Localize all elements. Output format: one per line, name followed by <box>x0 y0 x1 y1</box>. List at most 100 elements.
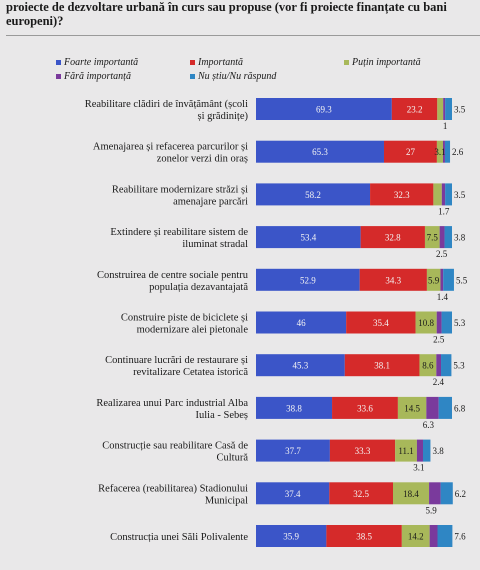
data-label: 38.5 <box>356 532 372 542</box>
category-label: Amenajarea și refacerea parcurilor și zon… <box>93 142 248 165</box>
data-label: 3.8 <box>454 233 466 243</box>
data-label: 5.3 <box>453 361 465 371</box>
bar-segment <box>416 439 423 462</box>
data-label-below: 1.4 <box>437 292 449 302</box>
legend-swatch-nustiu <box>190 74 195 79</box>
bar-segment <box>441 183 446 206</box>
category-label-line: Amenajarea și refacerea parcurilor și <box>93 142 248 153</box>
bar-segment <box>359 268 427 291</box>
bar-segment <box>441 311 452 334</box>
data-label: 32.8 <box>385 233 401 243</box>
category-label: Construcția unei Săli Polivalente <box>110 532 248 543</box>
category-label-line: și grădinițe) <box>198 111 249 122</box>
category-label: Continuare lucrări de restaurare și revit… <box>105 355 248 378</box>
data-label: 6.2 <box>455 489 466 499</box>
bar-segment <box>443 98 446 120</box>
category-label-line: Construirea de centre sociale pentru <box>97 270 249 281</box>
data-label: 37.7 <box>285 446 301 456</box>
category-label-line: Extindere și reabilitare sistem de <box>110 227 248 238</box>
bar-segment <box>401 525 430 547</box>
data-label: 14.2 <box>408 532 424 542</box>
data-label-below: 3.1 <box>413 463 424 473</box>
data-label: 3.8 <box>432 446 444 456</box>
bar-segment <box>256 183 371 206</box>
bar-segment <box>429 525 438 547</box>
data-label: 5.9 <box>428 275 440 285</box>
bar-segment <box>438 396 452 419</box>
bar-segment <box>441 354 452 377</box>
bar-segment <box>419 354 437 377</box>
category-label-line: Reabilitare modernizare străzi și <box>112 184 248 195</box>
data-label: 6.8 <box>454 403 466 413</box>
data-label: 33.3 <box>355 446 371 456</box>
bar-segment <box>426 396 439 419</box>
data-label: 5.5 <box>456 275 468 285</box>
data-label: 58.2 <box>305 190 321 200</box>
bar-segment <box>436 140 443 163</box>
category-label-line: modernizare alei pietonale <box>137 325 249 336</box>
category-label: Construcție sau reabilitare Casă de Cultu… <box>102 441 248 464</box>
data-label: 33.6 <box>357 403 373 413</box>
category-label-line: populația dezavantajată <box>149 282 248 293</box>
bar-segment <box>437 525 453 547</box>
bar-segment <box>395 439 417 462</box>
bar-segment <box>344 354 420 377</box>
category-label-line: zonelor verzi din oraș <box>157 154 248 165</box>
data-label-below: 6.3 <box>423 420 435 430</box>
data-label: 35.9 <box>283 532 299 542</box>
category-label-line: Construire piste de biciclete și <box>121 313 248 324</box>
category-label-line: Continuare lucrări de restaurare și <box>105 355 248 366</box>
bar-segment <box>436 311 442 334</box>
bar-segment <box>442 140 445 163</box>
data-label: 11.1 <box>398 446 413 456</box>
data-label: 65.3 <box>312 147 328 157</box>
bar-segment <box>433 183 442 206</box>
bar-segment <box>256 525 327 547</box>
category-label-line: Construcția unei Săli Polivalente <box>110 532 248 543</box>
bar-segment <box>256 268 360 291</box>
bar-segment <box>393 482 430 505</box>
data-label: 14.5 <box>404 403 420 413</box>
data-label: 23.2 <box>407 105 423 115</box>
bar-segment <box>444 140 451 163</box>
data-label: 3.1 <box>434 147 445 157</box>
bar-segment <box>370 183 434 206</box>
data-label: 5.3 <box>454 318 466 328</box>
data-label: 35.4 <box>373 318 389 328</box>
data-label: 10.8 <box>418 318 434 328</box>
bar-segment <box>256 396 333 419</box>
legend-swatch-importanta <box>190 60 195 65</box>
data-label-below: 1 <box>443 121 448 131</box>
bar-segment <box>436 354 442 377</box>
data-label: 32.5 <box>353 489 369 499</box>
data-label: 69.3 <box>316 105 332 115</box>
data-label: 45.3 <box>293 361 309 371</box>
bar-segment <box>445 98 452 120</box>
data-label: 53.4 <box>300 233 316 243</box>
legend-label-fara: Fără importanță <box>64 71 131 82</box>
bar-segment <box>429 482 441 505</box>
question-title: proiecte de dezvoltare urbană în curs sa… <box>6 0 447 28</box>
category-label: Refacerea (reabilitarea) Stadionului Muni… <box>98 483 248 506</box>
bar-segment <box>444 226 452 249</box>
bar-segment <box>256 226 361 249</box>
data-label-below: 5.9 <box>425 505 437 515</box>
category-label-line: revitalizare Cetatea istorică <box>133 367 248 378</box>
data-label: 18.4 <box>403 489 419 499</box>
data-label-below: 2.4 <box>433 377 445 387</box>
bar-segment <box>256 482 330 505</box>
legend-item-nustiu: Nu știu/Nu răspund <box>190 71 276 82</box>
category-label: Construirea de centre sociale pentru popu… <box>97 270 249 293</box>
category-label-line: Construcție sau reabilitare Casă de <box>102 441 248 452</box>
data-label: 27 <box>406 147 416 157</box>
category-label-line: amenajare parcări <box>173 196 248 207</box>
bar-segment <box>329 439 396 462</box>
bar-segment <box>256 98 392 120</box>
data-label: 3.5 <box>454 105 466 115</box>
bar-segment <box>256 354 345 377</box>
category-label: Reabilitare modernizare străzi și amenaja… <box>112 184 248 207</box>
bar-segment <box>437 98 444 120</box>
bar-segment <box>256 439 330 462</box>
legend-item-putin: Puțin importantă <box>344 57 421 68</box>
